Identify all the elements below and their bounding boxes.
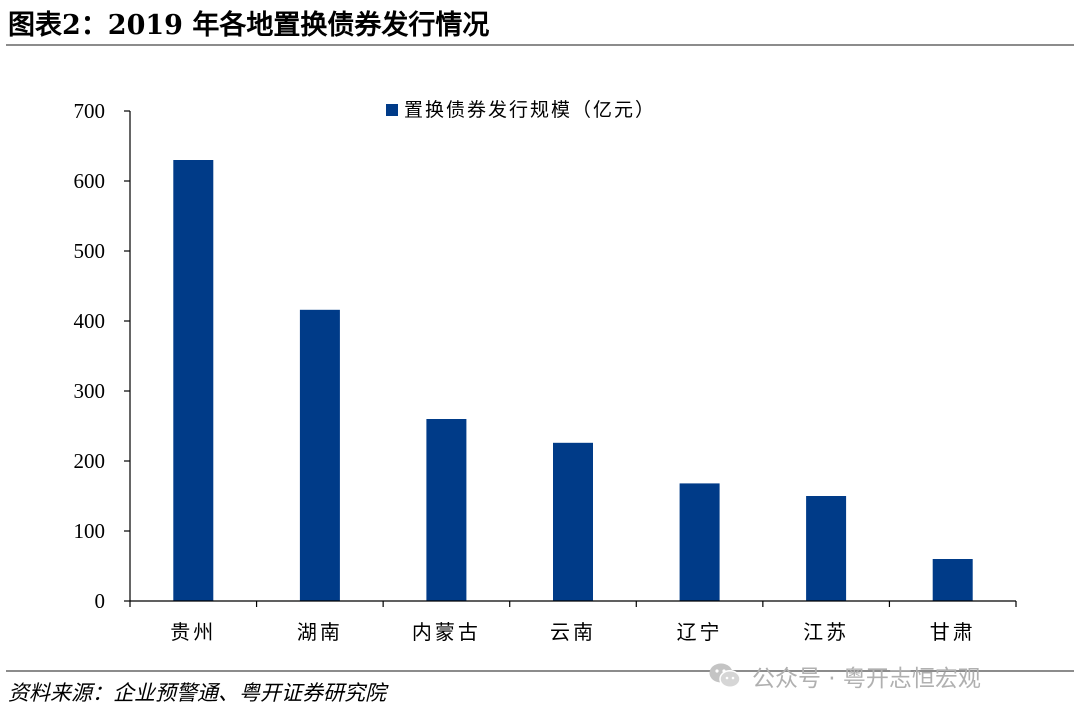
bar-1 (299, 309, 340, 601)
x-tick-label-1: 湖南 (297, 620, 343, 644)
y-tick-label-7: 700 (74, 99, 106, 123)
bar-5 (806, 496, 847, 601)
y-tick-label-5: 500 (74, 239, 106, 263)
legend-label: 置换债券发行规模（亿元） (404, 99, 656, 121)
bar-4 (679, 483, 720, 601)
x-tick-label-6: 甘肃 (930, 620, 976, 644)
chart-title: 图表2：2019 年各地置换债券发行情况 (8, 10, 490, 41)
y-tick-label-6: 600 (74, 169, 106, 193)
title-divider (6, 44, 1074, 46)
y-tick-label-4: 400 (74, 309, 106, 333)
wechat-icon (709, 663, 741, 688)
source-note: 资料来源：企业预警通、粤开证券研究院 (8, 681, 386, 705)
x-tick-label-4: 辽宁 (677, 620, 723, 644)
bar-0 (173, 160, 214, 601)
x-tick-label-5: 江苏 (803, 620, 849, 644)
y-tick-label-2: 200 (74, 449, 106, 473)
bar-6 (932, 559, 973, 601)
y-tick-label-3: 300 (74, 379, 106, 403)
bar-2 (426, 419, 467, 601)
bar-3 (553, 442, 593, 601)
watermark-text: 公众号 · 粤开志恒宏观 (752, 666, 981, 692)
footer-divider (6, 670, 1074, 672)
x-tick-label-0: 贵州 (170, 620, 216, 644)
bar-chart: 0 100 200 300 400 500 600 700 贵州 湖南 内蒙古 云南 辽宁 江苏 甘肃 置换债… (0, 50, 1080, 660)
watermark: 公众号 · 粤开志恒宏观 (708, 656, 981, 696)
x-tick-label-3: 云南 (550, 620, 596, 644)
legend-swatch (386, 104, 398, 116)
y-tick-label-0: 0 (95, 589, 106, 613)
bar-chart-svg: 0 100 200 300 400 500 600 700 贵州 湖南 内蒙古 云南 辽宁 江苏 甘肃 置换债… (74, 99, 1017, 644)
y-tick-label-1: 100 (74, 519, 106, 543)
x-tick-label-2: 内蒙古 (412, 620, 481, 644)
